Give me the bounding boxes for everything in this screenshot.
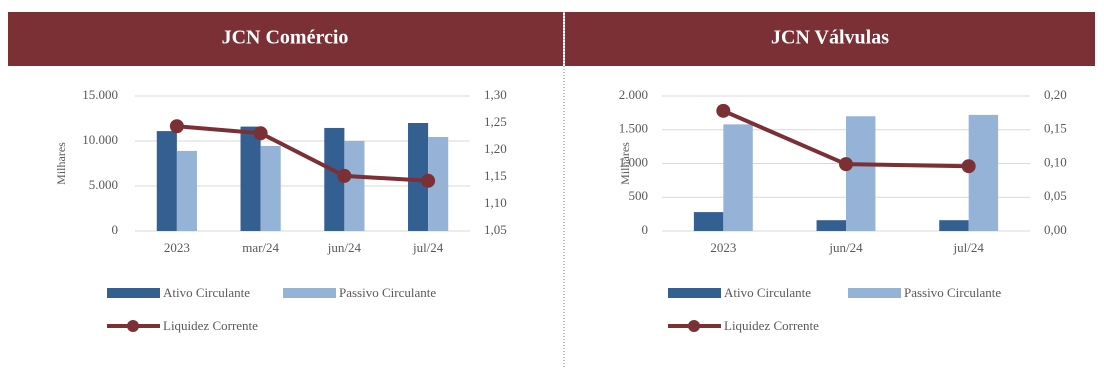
bar [816,220,846,231]
bar [428,136,449,231]
x-tick-label: 2023 [164,240,190,255]
y2-tick-label: 1,15 [484,168,507,183]
y2-tick-label: 0,10 [1044,154,1067,169]
x-tick-label: jul/24 [952,240,984,255]
line-marker [253,126,268,141]
legend-label: Passivo Circulante [904,285,1001,300]
y-tick-label: 2.000 [619,87,648,102]
bar [260,145,281,231]
y2-tick-label: 1,10 [484,195,507,210]
bar [968,114,999,231]
bar [846,116,876,231]
legend-marker [127,320,139,332]
y2-tick-label: 0,20 [1044,87,1067,102]
chart-title: JCN Comércio [222,27,349,49]
y2-tick-label: 1,05 [484,222,507,237]
line-marker [716,103,731,118]
bar [723,124,753,231]
y-tick-label: 1.500 [619,121,648,136]
bar [156,131,177,231]
legend-label: Passivo Circulante [339,285,436,300]
legend-label: Ativo Circulante [163,285,250,300]
bar [324,127,345,231]
legend-marker [688,320,700,332]
line-marker [337,168,352,183]
y2-tick-label: 1,20 [484,141,507,156]
line-marker [961,159,976,174]
header-banner [565,12,1095,66]
bar [176,150,197,231]
bar [939,220,969,231]
legend-label: Liquidez Corrente [163,318,258,333]
x-tick-label: jul/24 [412,240,444,255]
y-tick-label: 5.000 [89,177,118,192]
y-tick-label: 0 [112,222,119,237]
y-tick-label: 500 [629,188,649,203]
legend-label: Liquidez Corrente [724,318,819,333]
y-axis-label: Milhares [54,142,68,185]
line-marker [839,157,853,172]
legend-swatch [668,288,721,298]
line-marker [421,173,436,188]
y2-tick-label: 0,15 [1044,121,1067,136]
bar [693,212,724,231]
y-axis-label: Milhares [618,142,632,185]
y-tick-label: 1.000 [619,154,648,169]
legend-label: Ativo Circulante [724,285,811,300]
y2-tick-label: 0,00 [1044,222,1067,237]
bar [240,126,261,231]
header-banner [8,12,563,66]
x-tick-label: 2023 [710,240,736,255]
bar [408,123,429,231]
bar [344,141,365,231]
x-tick-label: mar/24 [242,240,279,255]
y-tick-label: 15.000 [82,87,118,102]
legend-swatch [107,288,160,298]
y2-tick-label: 1,30 [484,87,507,102]
legend-swatch [848,288,901,298]
line [176,124,429,183]
y-tick-label: 0 [642,222,649,237]
chart-title: JCN Válvulas [771,27,889,49]
x-tick-label: jun/24 [327,240,362,255]
line-marker [169,119,184,134]
y2-tick-label: 0,05 [1044,188,1067,203]
legend-swatch [283,288,336,298]
y-tick-label: 10.000 [82,132,118,147]
y2-tick-label: 1,25 [484,114,507,129]
x-tick-label: jun/24 [828,240,863,255]
